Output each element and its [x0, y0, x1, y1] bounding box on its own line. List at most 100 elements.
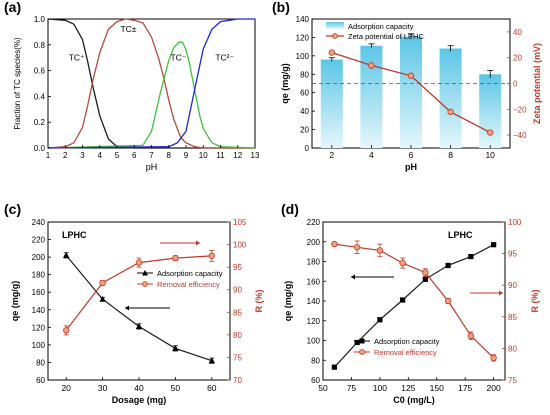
x-tick-label: 30: [98, 383, 108, 393]
x-tick-label: 7: [149, 151, 154, 160]
y2-axis-label: R (%): [530, 290, 540, 313]
y2-axis-label: R (%): [254, 290, 264, 313]
bar: [320, 59, 343, 148]
x-tick-label: 2: [63, 151, 68, 160]
data-point-square: [400, 297, 406, 303]
x-tick-label: 13: [251, 151, 260, 160]
legend-marker: [359, 338, 365, 344]
y2-tick-label: 90: [233, 286, 242, 295]
y-tick-label: 100: [296, 52, 310, 61]
x-tick-label: 10: [199, 151, 208, 160]
panel-c: (c) 20 30 40 50 60 60 80 100 120 140 160 180 200 220 24…: [4, 201, 264, 405]
y-tick-label: 160: [32, 288, 46, 297]
y-tick-label: 0.8: [34, 41, 46, 50]
y-tick-label: 120: [32, 323, 46, 332]
data-point-circle: [135, 259, 143, 266]
panel-label: (c): [4, 201, 21, 217]
y2-tick-label: 90: [508, 281, 517, 290]
legend-label: Adsorption capacity: [348, 22, 414, 31]
y2-tick-label: 70: [233, 376, 242, 385]
legend-label: Zeta potential of LPHC: [348, 32, 424, 41]
data-point-circle: [467, 332, 475, 339]
data-point-square: [468, 253, 474, 260]
axis-arrow-head: [499, 290, 503, 296]
y-tick-label: 20: [300, 126, 309, 135]
data-point-square: [491, 242, 497, 248]
x-tick-label: 50: [318, 383, 328, 393]
data-point-circle: [490, 354, 497, 362]
data-point-circle: [399, 259, 406, 267]
species-label: TC²⁻: [215, 52, 234, 62]
y2-tick-label: 95: [508, 250, 517, 259]
panel-label: (b): [272, 0, 290, 15]
x-axis-label: Dosage (mg): [112, 395, 167, 405]
x-tick-label: 3: [80, 151, 85, 160]
sample-label: LPHC: [448, 230, 473, 240]
x-tick-label: 60: [207, 383, 217, 393]
y-axis-label: qe (mg/g): [283, 281, 293, 322]
plot-frame: [47, 221, 231, 381]
x-tick-label: 4: [369, 150, 374, 160]
y-axis-label: qe (mg/g): [10, 281, 20, 322]
series-line-1: [334, 243, 495, 359]
y2-tick-label: 100: [508, 218, 522, 227]
data-point-triangle: [208, 357, 215, 364]
y-tick-label: 180: [307, 258, 321, 267]
series-line-3: [47, 18, 255, 149]
zeta-point: [368, 62, 375, 69]
x-tick-label: 10: [485, 150, 495, 160]
data-point-circle: [99, 279, 106, 287]
data-point-square: [354, 339, 360, 346]
x-tick-label: 11: [216, 151, 225, 160]
data-point-square: [422, 276, 428, 282]
y2-tick-label: 75: [508, 376, 517, 385]
x-tick-label: 125: [401, 383, 415, 393]
y2-tick-label: 20: [513, 54, 522, 63]
y-tick-label: 140: [32, 306, 46, 315]
x-tick-label: 6: [132, 151, 137, 160]
x-tick-label: 200: [487, 383, 501, 393]
y-tick-label: 80: [36, 358, 45, 367]
y-tick-label: 200: [307, 238, 321, 247]
y-tick-label: 160: [307, 277, 321, 286]
y-tick-label: 100: [307, 337, 321, 346]
y-tick-label: 120: [296, 33, 310, 42]
y2-tick-label: 105: [233, 218, 247, 227]
series-line-1: [47, 18, 255, 149]
y-tick-label: 80: [300, 70, 309, 79]
data-point-circle: [62, 327, 70, 334]
y2-tick-label: 95: [233, 263, 242, 272]
data-point-square: [377, 317, 383, 323]
data-point-circle: [422, 269, 429, 276]
y2-tick-label: 80: [508, 344, 517, 353]
y-tick-label: 0.0: [34, 144, 46, 153]
axis-arrow-head: [125, 305, 129, 311]
bar: [360, 45, 383, 148]
y2-tick-label: −40: [513, 131, 527, 140]
y2-tick-label: 40: [513, 28, 522, 37]
y-tick-label: 60: [36, 376, 45, 385]
y2-tick-label: 0: [513, 80, 518, 89]
y-tick-label: 1.0: [34, 15, 46, 24]
y-tick-label: 0.6: [34, 67, 46, 76]
y-axis-label: Fraction of TC species(%): [13, 37, 22, 130]
legend-marker: [142, 270, 148, 276]
y-tick-label: 220: [32, 236, 46, 245]
y-tick-label: 60: [300, 89, 309, 98]
data-point-square: [445, 262, 451, 269]
panel-b: (b)2 4 6 8 10020406080100120140−40−2002040pH…: [272, 0, 542, 172]
y-tick-label: 220: [307, 218, 321, 227]
y2-tick-label: 85: [508, 313, 517, 322]
data-point-circle: [331, 240, 338, 248]
y-tick-label: 100: [32, 341, 46, 350]
y-tick-label: 140: [307, 297, 321, 306]
legend-marker: [332, 33, 338, 39]
panel-label: (d): [281, 201, 299, 217]
x-tick-label: 8: [448, 150, 453, 160]
species-label: TC±: [120, 24, 136, 34]
data-point-triangle: [135, 322, 143, 329]
legend-label: Removal efficiency: [374, 348, 437, 357]
x-tick-label: 4: [98, 151, 103, 160]
